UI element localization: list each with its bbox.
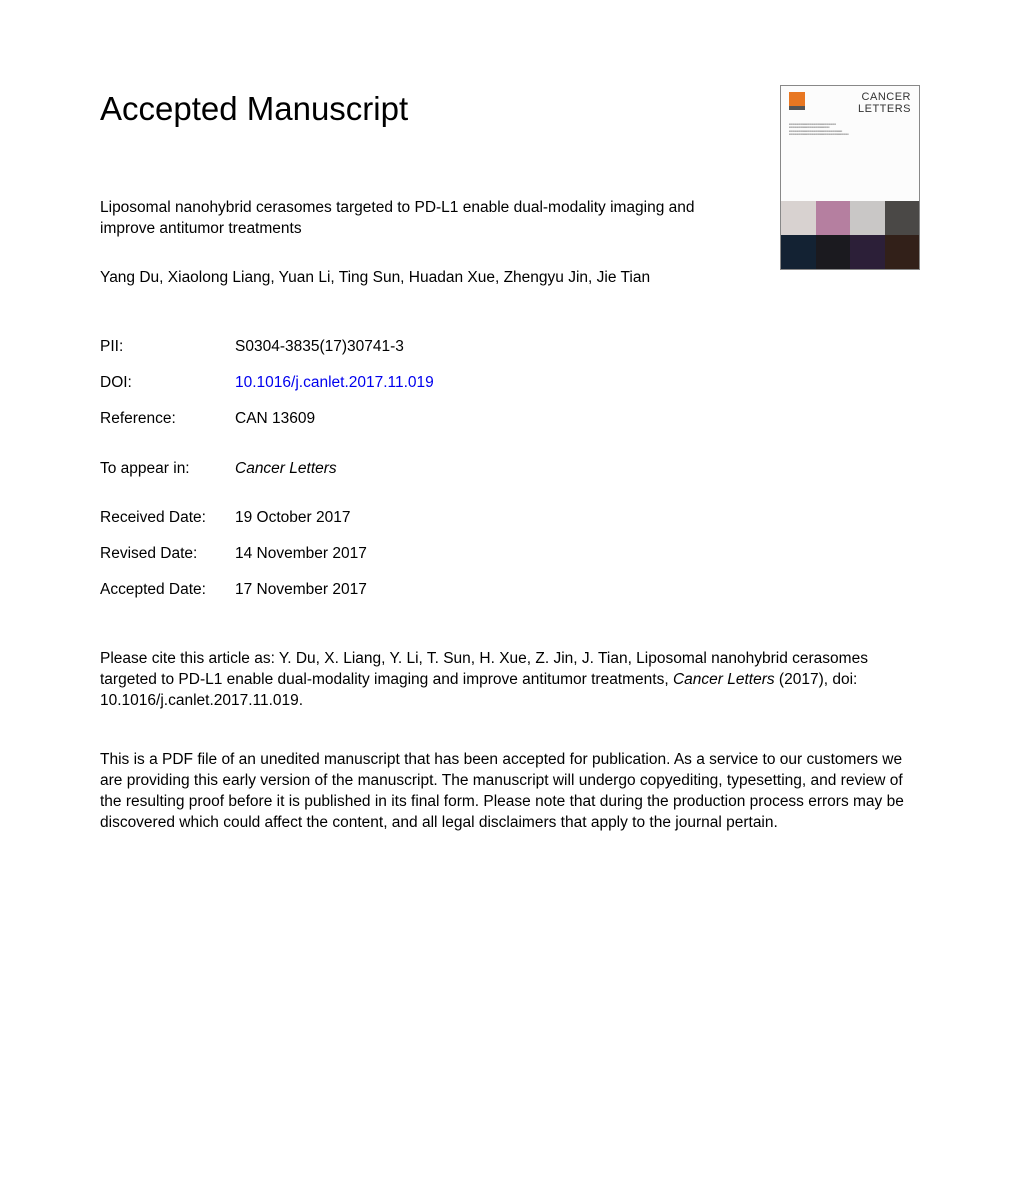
cover-cell — [885, 201, 920, 235]
doi-link[interactable]: 10.1016/j.canlet.2017.11.019 — [235, 373, 434, 394]
cover-cell — [816, 235, 851, 269]
article-title: Liposomal nanohybrid cerasomes targeted … — [100, 198, 740, 240]
manuscript-metadata: PII: S0304-3835(17)30741-3 DOI: 10.1016/… — [100, 337, 920, 601]
meta-label: Reference: — [100, 409, 235, 430]
meta-row-reference: Reference: CAN 13609 — [100, 409, 920, 430]
journal-cover-thumbnail: CANCER LETTERS ▪▪▪▪▪▪▪▪▪▪▪▪▪▪▪▪▪▪▪▪▪▪▪▪▪… — [780, 85, 920, 270]
cover-title-line2: LETTERS — [858, 104, 911, 116]
cover-journal-title: CANCER LETTERS — [858, 92, 911, 115]
meta-value-pii: S0304-3835(17)30741-3 — [235, 337, 404, 358]
meta-label: Accepted Date: — [100, 580, 235, 601]
citation-block: Please cite this article as: Y. Du, X. L… — [100, 649, 920, 712]
cover-cell — [816, 201, 851, 235]
meta-row-accepted: Accepted Date: 17 November 2017 — [100, 580, 920, 601]
meta-label: PII: — [100, 337, 235, 358]
cover-cell — [885, 235, 920, 269]
meta-row-revised: Revised Date: 14 November 2017 — [100, 544, 920, 565]
meta-value-journal: Cancer Letters — [235, 459, 337, 480]
cover-subtext: ▪▪▪▪▪▪▪▪▪▪▪▪▪▪▪▪▪▪▪▪▪▪▪▪▪▪▪▪▪▪▪▪▪▪▪▪▪▪▪▪… — [781, 119, 919, 142]
cover-cell — [850, 201, 885, 235]
meta-label: DOI: — [100, 373, 235, 394]
meta-row-received: Received Date: 19 October 2017 — [100, 508, 920, 529]
meta-value-received: 19 October 2017 — [235, 508, 350, 529]
meta-label: Received Date: — [100, 508, 235, 529]
cover-cell — [850, 235, 885, 269]
meta-label: To appear in: — [100, 459, 235, 480]
meta-value-reference: CAN 13609 — [235, 409, 315, 430]
disclaimer-text: This is a PDF file of an unedited manusc… — [100, 750, 920, 834]
cover-header: CANCER LETTERS — [781, 86, 919, 119]
meta-value-revised: 14 November 2017 — [235, 544, 367, 565]
cover-cell — [781, 201, 816, 235]
meta-label: Revised Date: — [100, 544, 235, 565]
meta-row-doi: DOI: 10.1016/j.canlet.2017.11.019 — [100, 373, 920, 394]
elsevier-logo-icon — [789, 92, 805, 110]
authors-list: Yang Du, Xiaolong Liang, Yuan Li, Ting S… — [100, 268, 800, 289]
cover-cell — [781, 235, 816, 269]
cover-image-grid — [781, 201, 919, 269]
citation-journal: Cancer Letters — [673, 671, 775, 688]
meta-row-toappear: To appear in: Cancer Letters — [100, 459, 920, 480]
meta-row-pii: PII: S0304-3835(17)30741-3 — [100, 337, 920, 358]
meta-value-accepted: 17 November 2017 — [235, 580, 367, 601]
manuscript-page: Accepted Manuscript CANCER LETTERS ▪▪▪▪▪… — [0, 0, 1020, 894]
cover-title-line1: CANCER — [858, 92, 911, 104]
